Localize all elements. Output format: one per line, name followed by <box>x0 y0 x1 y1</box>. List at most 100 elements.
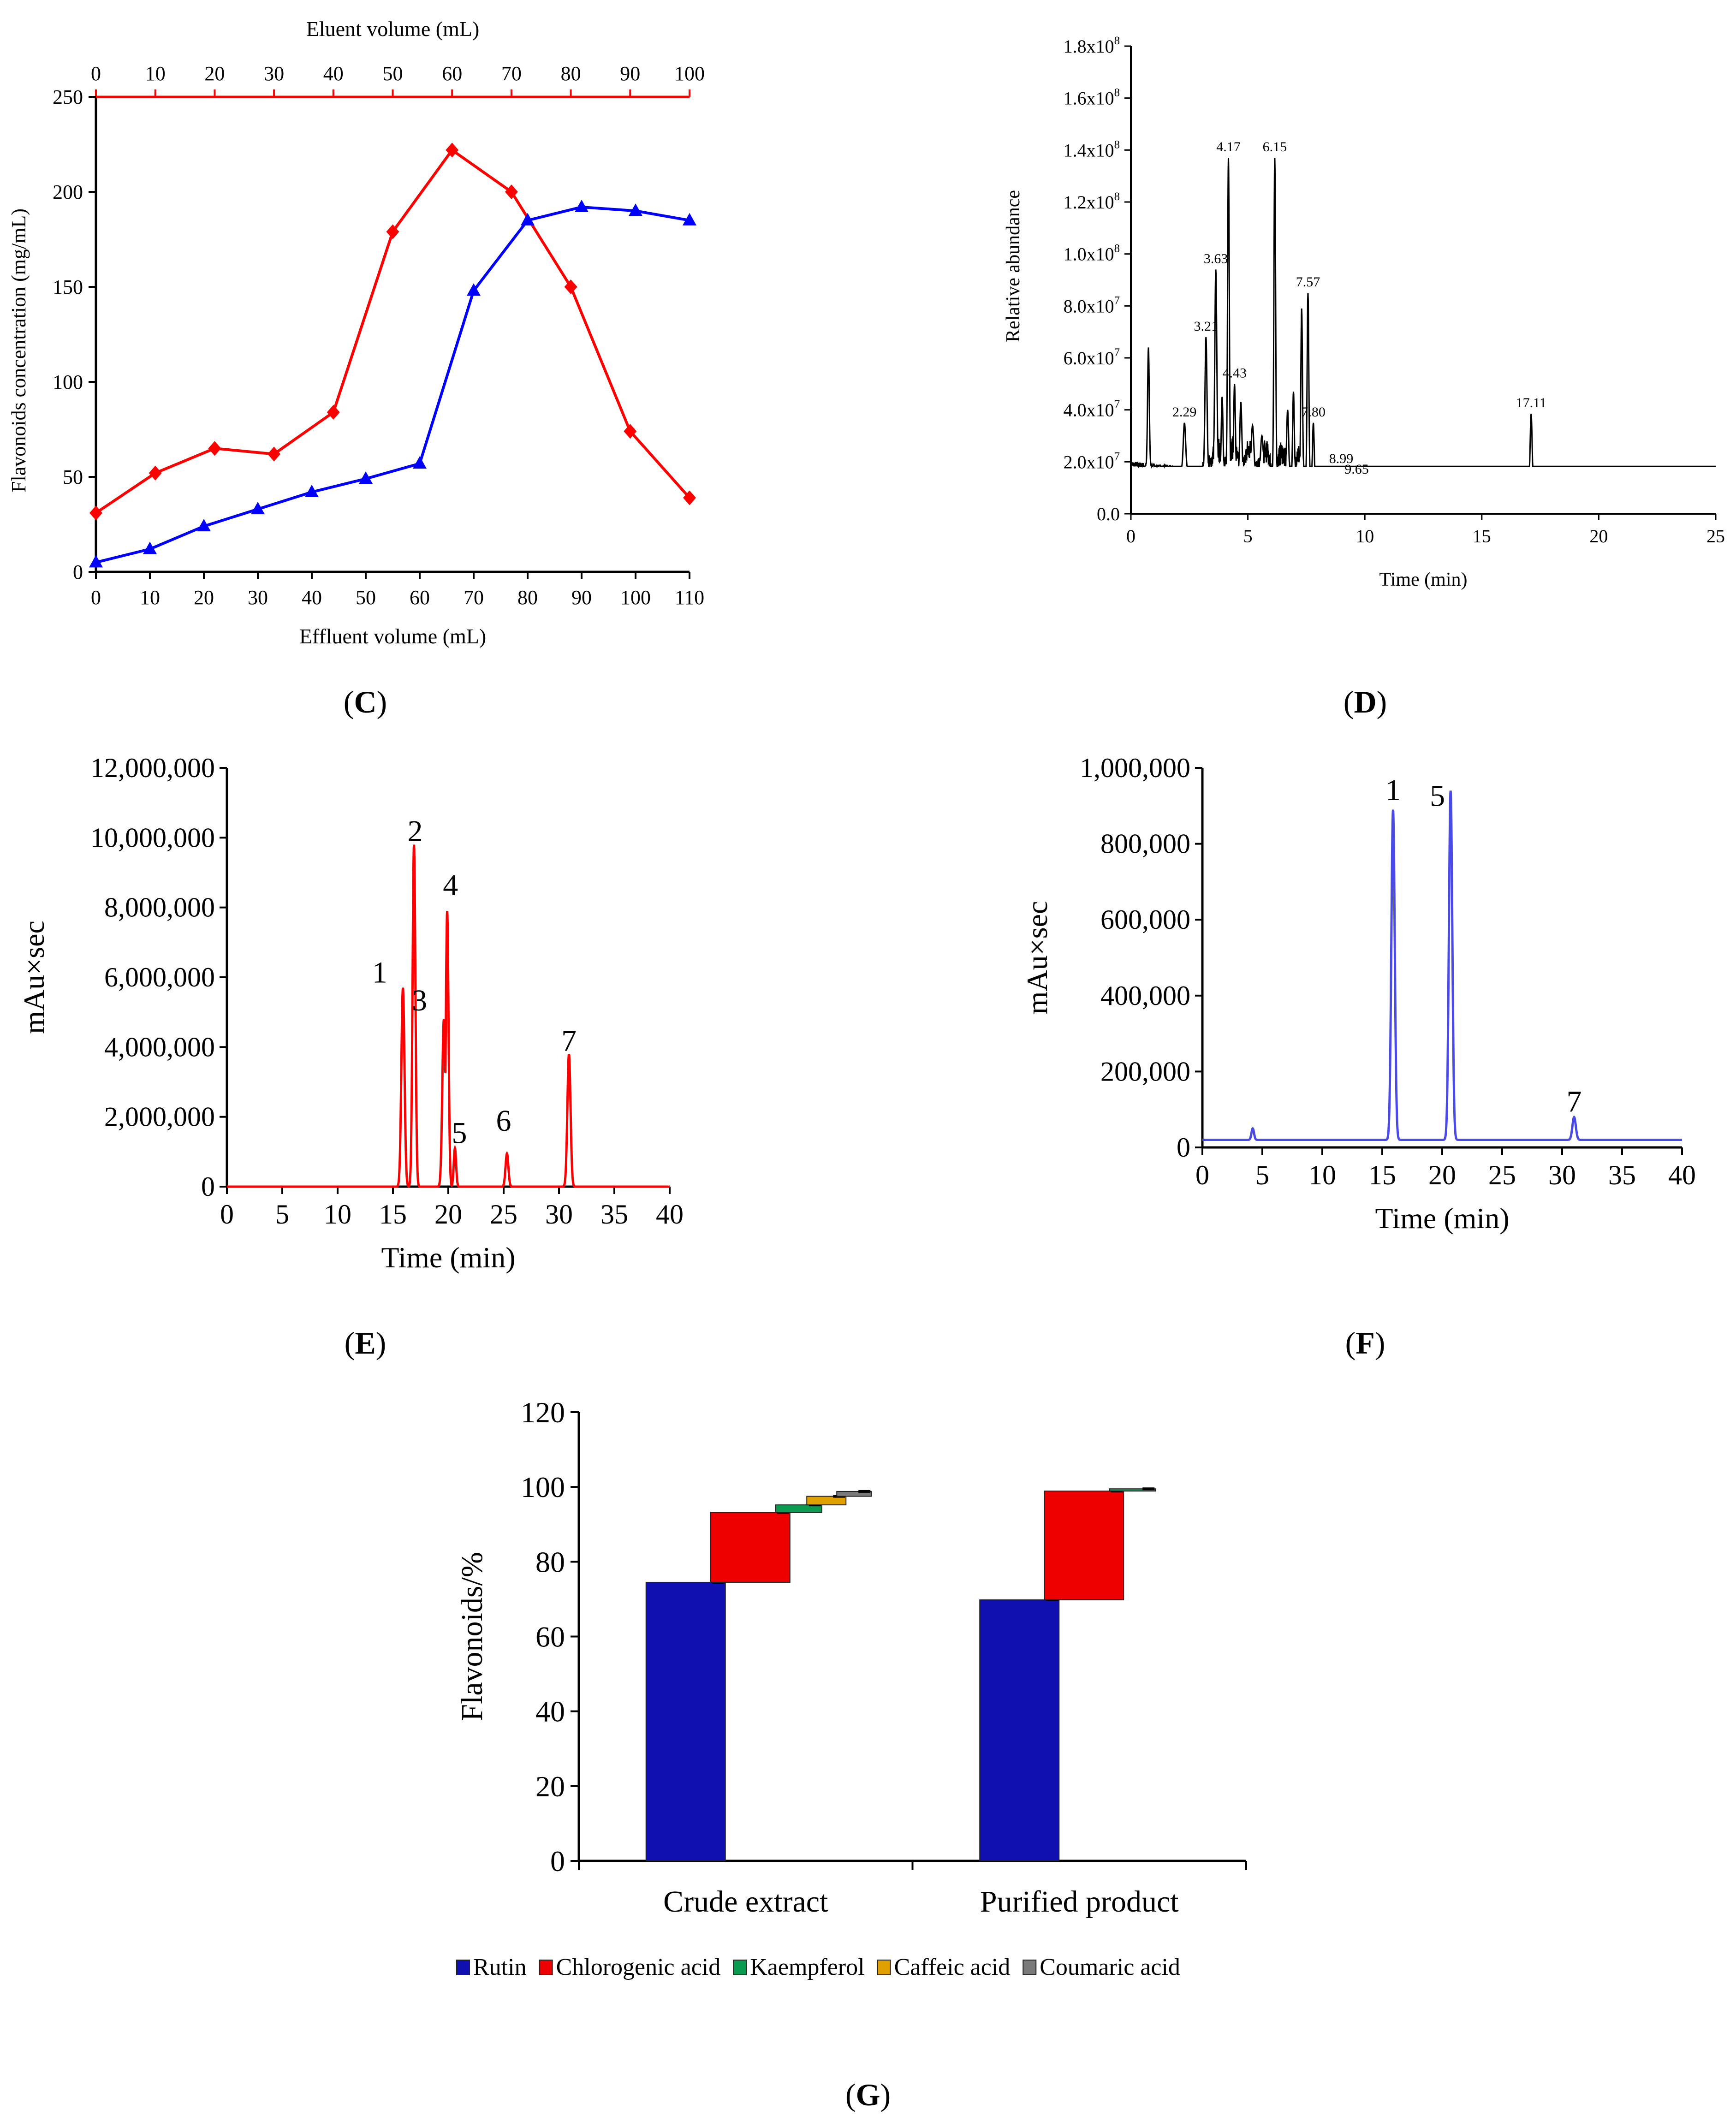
c-y-tick-label: 250 <box>53 86 83 108</box>
c-data-point-effluent <box>89 555 103 568</box>
c-x-axis-label: Effluent volume (mL) <box>299 624 486 648</box>
c-top-tick-label: 70 <box>501 62 522 85</box>
c-y-tick-label: 100 <box>53 371 83 393</box>
e-x-tick-label: 20 <box>434 1199 462 1230</box>
c-top-tick-label: 80 <box>561 62 581 85</box>
c-x-tick-label: 40 <box>302 586 322 609</box>
c-x-tick-label: 90 <box>571 586 592 609</box>
c-x-tick-label: 70 <box>464 586 484 609</box>
d-chromatogram-line <box>1130 158 1716 469</box>
d-x-tick-label: 20 <box>1589 526 1608 547</box>
e-peak-label: 6 <box>496 1104 511 1138</box>
c-data-point-eluent <box>446 143 459 158</box>
c-top-tick-label: 60 <box>442 62 462 85</box>
e-peak-label: 7 <box>561 1024 577 1058</box>
c-series-line-eluent <box>95 148 691 514</box>
d-y-tick-label: 0.0 <box>1097 504 1120 524</box>
c-top-tick-label: 30 <box>264 62 284 85</box>
d-y-tick-label: 1.0x108 <box>1064 243 1120 265</box>
d-y-tick-label: 1.8x108 <box>1064 35 1120 57</box>
d-x-tick-label: 0 <box>1126 526 1136 547</box>
g-category-label: Crude extract <box>663 1885 828 1919</box>
e-y-tick-label: 2,000,000 <box>104 1102 215 1132</box>
c-top-tick-label: 40 <box>323 62 344 85</box>
c-x-tick-label: 80 <box>517 586 538 609</box>
f-x-tick-label: 35 <box>1608 1160 1636 1190</box>
g-legend-swatch <box>539 1960 553 1975</box>
g-legend-label: Kaempferol <box>750 1954 864 1980</box>
c-data-point-eluent <box>149 465 162 481</box>
d-peak-label: 3.21 <box>1194 319 1219 334</box>
c-x-tick-label: 50 <box>356 586 376 609</box>
e-x-tick-label: 15 <box>379 1199 407 1230</box>
c-top-tick-label: 10 <box>145 62 166 85</box>
g-y-tick-label: 0 <box>550 1845 565 1877</box>
d-peak-label: 4.17 <box>1216 139 1241 154</box>
g-legend-label: Chlorogenic acid <box>556 1954 721 1980</box>
d-peak-label: 4.43 <box>1222 365 1247 380</box>
c-data-point-effluent <box>251 502 265 515</box>
c-data-point-effluent <box>305 484 319 497</box>
panel-caption-c: (C) <box>344 684 387 719</box>
c-series-line-effluent <box>95 205 690 564</box>
c-data-point-eluent <box>208 441 221 456</box>
g-legend-label: Coumaric acid <box>1040 1954 1180 1980</box>
g-bar-caffeic-acid <box>806 1496 847 1506</box>
c-top-tick-label: 0 <box>91 62 101 85</box>
f-y-tick-label: 600,000 <box>1100 904 1190 935</box>
c-x-tick-label: 60 <box>410 586 430 609</box>
g-bar-chlorogenic-acid <box>1044 1491 1124 1601</box>
g-bar-rutin <box>979 1599 1060 1861</box>
f-x-tick-label: 40 <box>1668 1160 1696 1190</box>
d-x-tick-label: 15 <box>1473 526 1491 547</box>
c-x-tick-label: 20 <box>194 586 214 609</box>
d-peak-label: 2.29 <box>1172 404 1197 420</box>
c-data-point-eluent <box>564 279 577 294</box>
g-legend-swatch <box>456 1960 470 1975</box>
c-data-point-eluent <box>327 404 340 420</box>
d-y-tick-label: 1.4x108 <box>1064 138 1120 160</box>
f-chromatogram-line <box>1202 790 1682 1141</box>
panel-caption-f: (F) <box>1345 1325 1385 1361</box>
g-category-label: Purified product <box>980 1885 1179 1919</box>
d-peak-label: 6.15 <box>1263 139 1287 154</box>
g-bar-coumaric-acid <box>836 1491 872 1497</box>
d-y-tick-label: 2.0x107 <box>1064 450 1120 472</box>
e-x-tick-label: 30 <box>545 1199 573 1230</box>
g-y-tick-label: 60 <box>535 1621 565 1653</box>
f-x-tick-label: 30 <box>1548 1160 1576 1190</box>
d-y-tick-label: 6.0x107 <box>1064 346 1120 368</box>
d-y-axis-label: Relative abundance <box>1003 190 1024 342</box>
f-peak-label: 5 <box>1430 779 1445 813</box>
c-top-tick-label: 20 <box>204 62 225 85</box>
e-x-tick-label: 0 <box>220 1199 234 1230</box>
e-x-axis-label: Time (min) <box>381 1241 516 1274</box>
g-legend-label: Rutin <box>473 1954 527 1980</box>
e-peak-label: 4 <box>443 868 458 902</box>
f-x-tick-label: 20 <box>1428 1160 1456 1190</box>
panel-caption-d: (D) <box>1344 684 1387 719</box>
f-y-tick-label: 200,000 <box>1100 1056 1190 1087</box>
d-peak-label: 7.57 <box>1296 274 1320 290</box>
f-y-tick-label: 0 <box>1177 1132 1190 1163</box>
c-x-tick-label: 0 <box>91 586 101 609</box>
g-y-tick-label: 100 <box>521 1471 565 1503</box>
c-x-tick-label: 10 <box>140 586 160 609</box>
e-peak-label: 3 <box>412 984 427 1017</box>
f-peak-label: 1 <box>1385 773 1401 807</box>
e-y-tick-label: 12,000,000 <box>90 753 215 783</box>
c-data-point-effluent <box>359 471 373 484</box>
g-bar-kaempferol <box>1109 1488 1156 1492</box>
d-peak-label: 8.99 <box>1329 451 1354 466</box>
g-legend-swatch <box>733 1960 747 1975</box>
e-y-tick-label: 8,000,000 <box>104 892 215 923</box>
f-y-tick-label: 1,000,000 <box>1080 753 1190 783</box>
d-x-tick-label: 5 <box>1243 526 1253 547</box>
c-data-point-eluent <box>89 505 102 521</box>
g-bar-kaempferol <box>775 1504 822 1513</box>
c-y-tick-label: 150 <box>53 276 83 298</box>
g-y-tick-label: 20 <box>535 1770 565 1803</box>
c-top-tick-label: 90 <box>620 62 640 85</box>
d-peak-label: 17.11 <box>1516 395 1546 410</box>
